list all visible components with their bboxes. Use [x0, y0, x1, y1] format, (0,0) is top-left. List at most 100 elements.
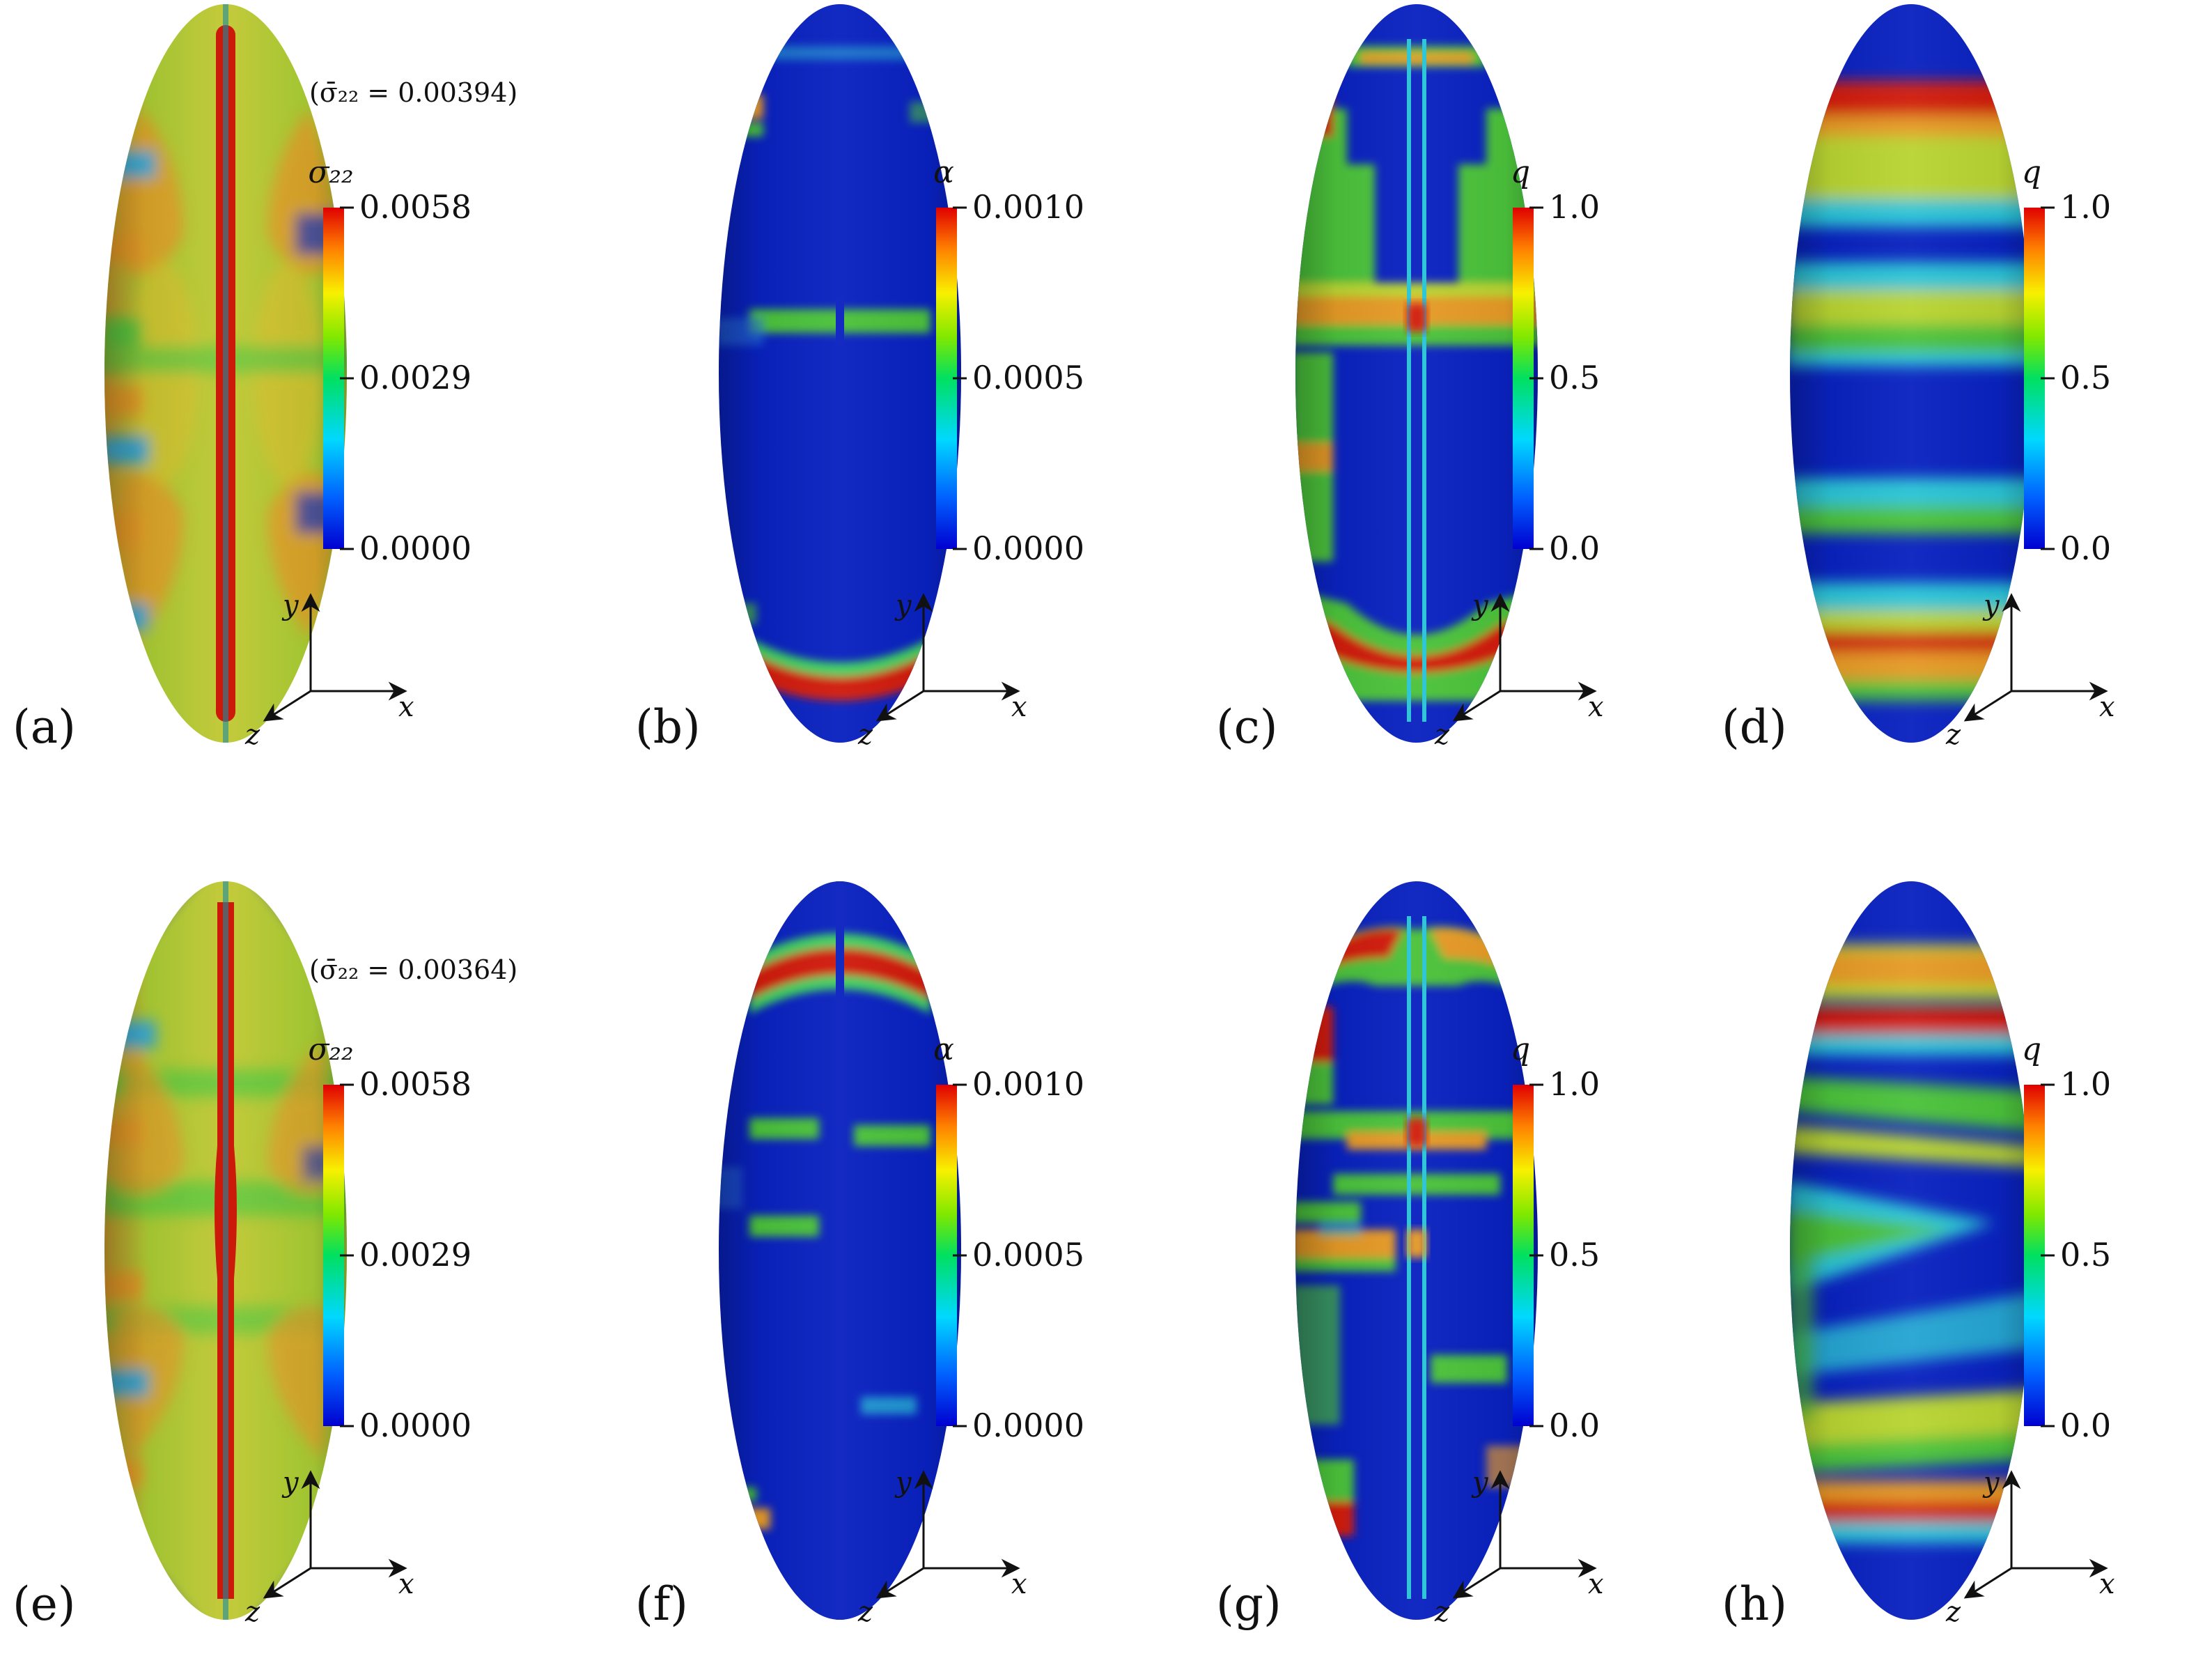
x-axis-label: x: [1588, 691, 1604, 723]
x-axis-label: x: [398, 1568, 414, 1600]
colorbar-tick-label: 0.0000: [972, 529, 1084, 567]
x-axis-label: x: [1588, 1568, 1604, 1600]
panel-d-overlay: q 1.0 0.5 0.0 (d) y x z: [1722, 155, 2115, 754]
panel-label: (b): [635, 700, 701, 754]
colorbar-tick-label: 0.0058: [359, 188, 472, 226]
colorbar-title: α: [933, 155, 954, 190]
panel-label: (a): [13, 700, 76, 754]
panel-b: [719, 4, 961, 743]
colorbar-title: σ₂₂: [308, 155, 353, 190]
panel-h: [1790, 881, 2032, 1620]
mean-stress-annotation: (σ̄₂₂ = 0.00364): [309, 954, 517, 985]
panel-b-overlay: α 0.0010 0.0005 0.0000 (b) y x z: [635, 155, 1084, 754]
panel-label: (c): [1216, 700, 1277, 754]
x-axis-label: x: [2099, 1568, 2115, 1600]
panel-d: [1790, 4, 2032, 743]
y-axis-label: y: [894, 589, 912, 621]
z-axis-arrow: [1963, 1567, 2012, 1599]
y-axis-label: y: [1471, 589, 1489, 621]
y-axis-label: y: [281, 589, 299, 621]
axes-triad: y x z: [1434, 1467, 1604, 1628]
z-axis-label: z: [1945, 719, 1961, 751]
colorbar-tick-label: 0.5: [1549, 1236, 1600, 1274]
x-axis-label: x: [2099, 691, 2115, 723]
z-axis-label: z: [857, 1596, 873, 1628]
colorbar-tick-label: 1.0: [2060, 1065, 2111, 1103]
colorbar-tick-label: 0.0005: [972, 1236, 1084, 1274]
axes-triad: y x z: [1945, 589, 2115, 751]
panel-c-overlay: q 1.0 0.5 0.0 (c) y x z: [1216, 155, 1604, 754]
colorbar-tick-label: 0.0000: [972, 1407, 1084, 1444]
axes-triad: y x z: [244, 589, 414, 751]
colorbar-tick-label: 0.0058: [359, 1065, 472, 1103]
colorbar-tick-label: 0.5: [2060, 1236, 2111, 1274]
colorbar-tick-label: 0.0: [2060, 1407, 2111, 1444]
panel-label: (h): [1722, 1577, 1787, 1631]
ellipsoid-q-d: [1790, 4, 2032, 743]
colorbar-tick-label: 0.0: [2060, 529, 2111, 567]
panel-g: [1295, 881, 1538, 1620]
y-axis-label: y: [1982, 589, 2000, 621]
axes-triad: y x z: [857, 1467, 1027, 1628]
colorbar-title: q: [1511, 155, 1530, 190]
z-axis-arrow: [263, 690, 311, 722]
y-axis-label: y: [281, 1467, 299, 1499]
ellipsoid-q-g: [1295, 881, 1538, 1620]
colorbar-tick-label: 0.0: [1549, 1407, 1600, 1444]
z-axis-label: z: [857, 719, 873, 751]
y-axis-label: y: [894, 1467, 912, 1499]
z-axis-label: z: [244, 1596, 260, 1628]
z-axis-arrow: [875, 1567, 924, 1599]
colorbar-tick-label: 0.0: [1549, 529, 1600, 567]
x-axis-label: x: [1011, 1568, 1027, 1600]
colorbar-tick-label: 0.0029: [359, 1236, 472, 1274]
ellipsoid-q-h: [1790, 881, 2032, 1620]
colorbar-title: q: [1511, 1032, 1530, 1067]
z-axis-label: z: [244, 719, 260, 751]
panel-label: (d): [1722, 700, 1787, 754]
colorbar-tick-label: 1.0: [1549, 1065, 1600, 1103]
panel-g-overlay: q 1.0 0.5 0.0 (g) y x z: [1216, 1032, 1604, 1631]
z-axis-label: z: [1945, 1596, 1961, 1628]
colorbar-tick-label: 0.0010: [972, 1065, 1084, 1103]
axes-triad: y x z: [1945, 1467, 2115, 1628]
z-axis-arrow: [1963, 690, 2012, 722]
z-axis-label: z: [1434, 719, 1450, 751]
colorbar-tick-label: 0.0000: [359, 529, 472, 567]
panel-c: [1295, 4, 1538, 743]
axes-triad: y x z: [1434, 589, 1604, 751]
colorbar-title: q: [2022, 155, 2041, 190]
colorbar-tick-label: 0.0000: [359, 1407, 472, 1444]
colorbar-tick-label: 0.5: [2060, 359, 2111, 396]
z-axis-arrow: [875, 690, 924, 722]
z-axis-arrow: [263, 1567, 311, 1599]
y-axis-label: y: [1471, 1467, 1489, 1499]
colorbar-tick-label: 0.0010: [972, 188, 1084, 226]
x-axis-label: x: [1011, 691, 1027, 723]
colorbar-title: q: [2022, 1032, 2041, 1067]
panel-f-overlay: α 0.0010 0.0005 0.0000 (f) y x z: [635, 1032, 1084, 1631]
ellipsoid-q-c: [1295, 4, 1538, 743]
z-axis-arrow: [1452, 690, 1501, 722]
y-axis-label: y: [1982, 1467, 2000, 1499]
panel-f: [719, 881, 961, 1620]
colorbar-tick-label: 0.5: [1549, 359, 1600, 396]
colorbar-tick-label: 0.0029: [359, 359, 472, 396]
ellipsoid-alpha-f: [719, 881, 961, 1620]
panel-h-overlay: q 1.0 0.5 0.0 (h) y x z: [1722, 1032, 2115, 1631]
x-axis-label: x: [398, 691, 414, 723]
colorbar-title: σ₂₂: [308, 1032, 353, 1067]
ellipsoid-alpha: [719, 4, 961, 743]
panel-label: (g): [1216, 1577, 1282, 1631]
colorbar-tick-label: 1.0: [2060, 188, 2111, 226]
axes-triad: y x z: [857, 589, 1027, 751]
colorbar-title: α: [933, 1032, 954, 1067]
z-axis-label: z: [1434, 1596, 1450, 1628]
colorbar-tick-label: 0.0005: [972, 359, 1084, 396]
mean-stress-annotation: (σ̄₂₂ = 0.00394): [309, 77, 517, 108]
axes-triad: y x z: [244, 1467, 414, 1628]
